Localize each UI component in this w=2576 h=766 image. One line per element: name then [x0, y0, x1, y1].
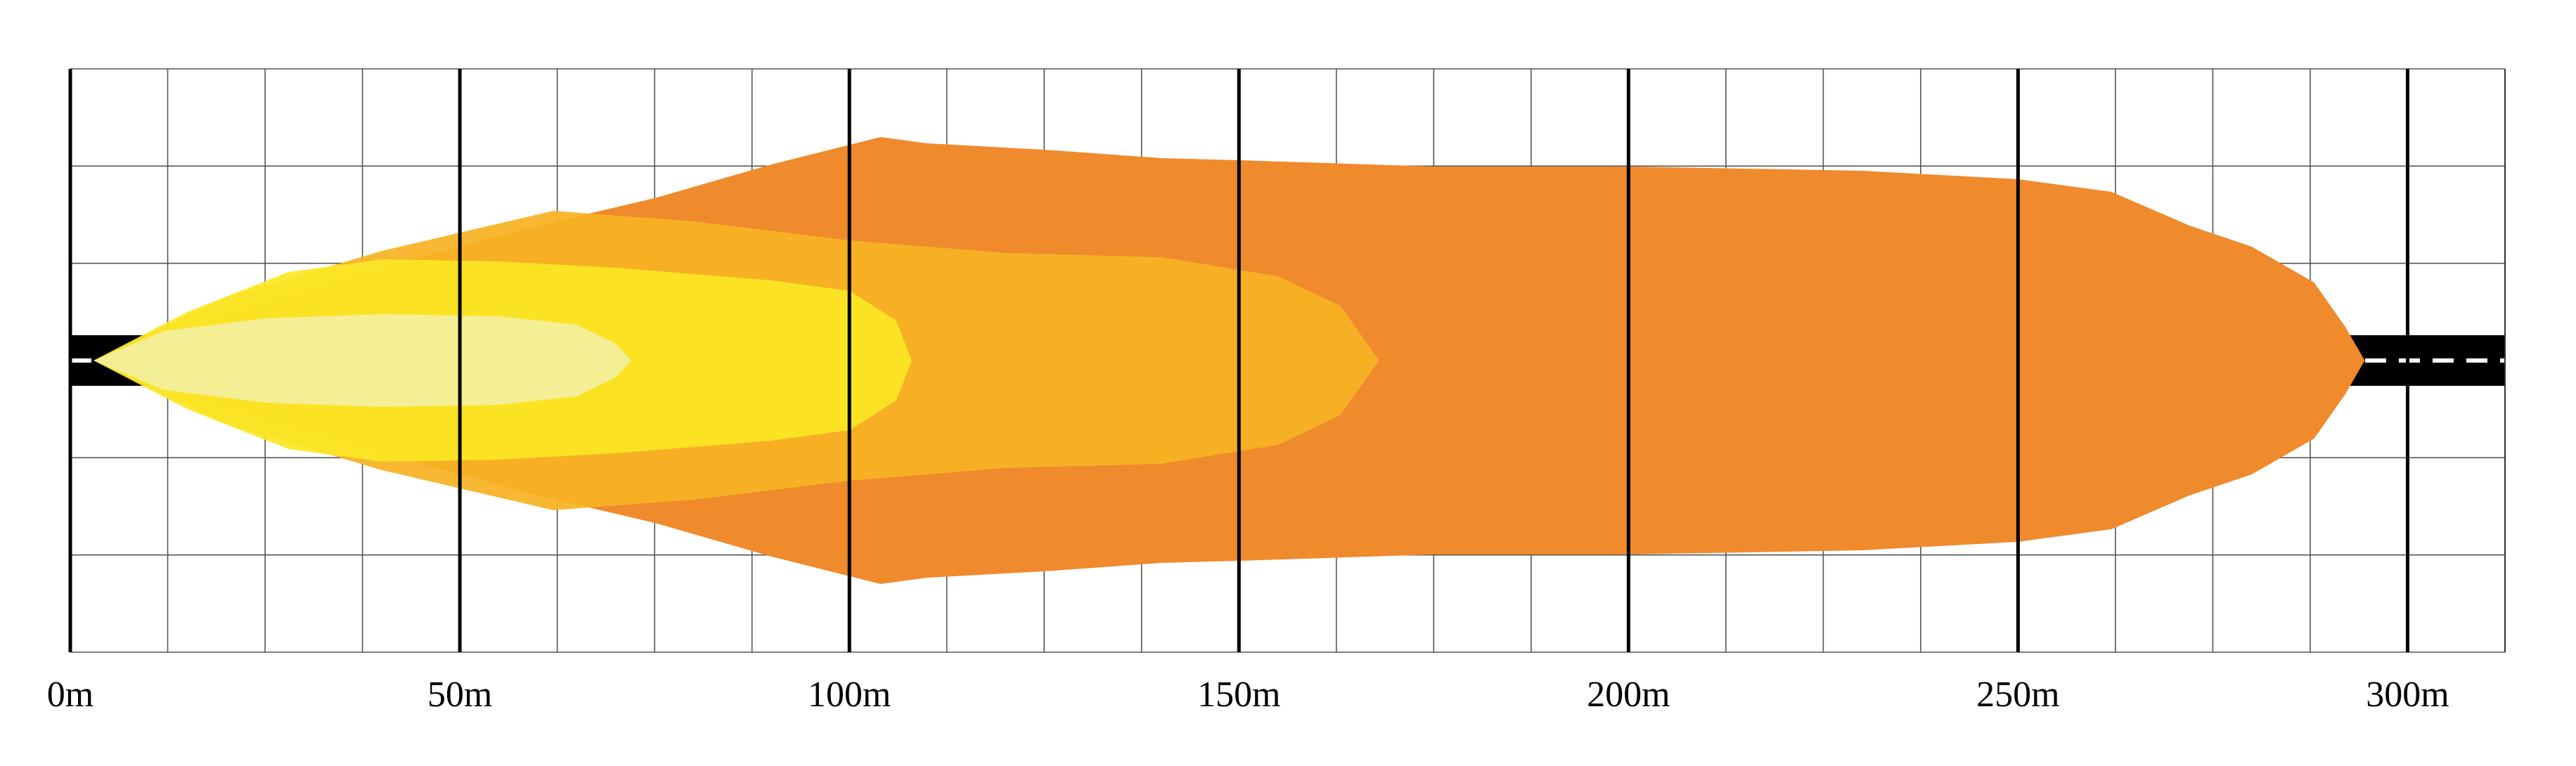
- major-grid: [68, 69, 2506, 652]
- x-tick-label: 250m: [1976, 675, 2059, 715]
- x-tick-label: 50m: [427, 675, 492, 715]
- beam-area-4: [94, 314, 631, 407]
- x-tick-labels: 0m 50m 100m 150m 200m 250m 300m: [47, 675, 2449, 715]
- beam-areas: [94, 137, 2365, 584]
- x-tick-label: 150m: [1197, 675, 1280, 715]
- x-tick-label: 100m: [808, 675, 891, 715]
- x-tick-label: 300m: [2366, 675, 2449, 715]
- x-tick-label: 200m: [1587, 675, 1670, 715]
- x-tick-label: 0m: [47, 675, 94, 715]
